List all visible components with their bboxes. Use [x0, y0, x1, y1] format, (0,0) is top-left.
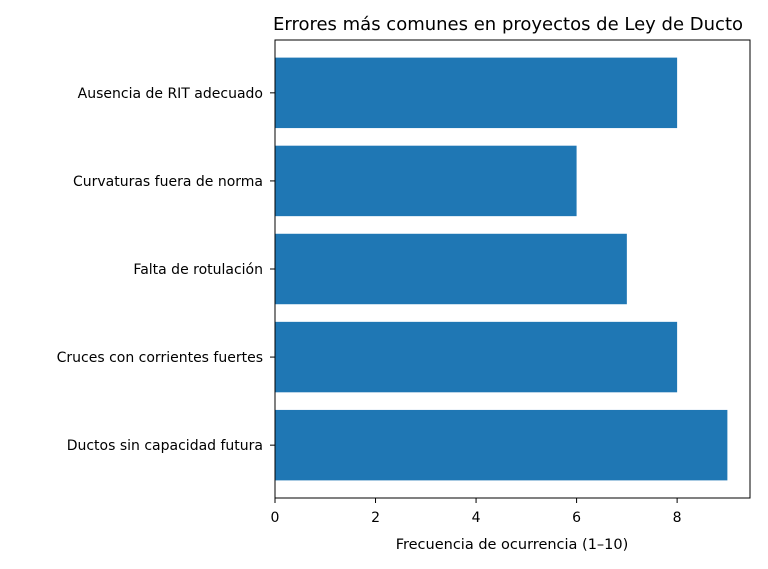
y-tick-label: Cruces con corrientes fuertes — [57, 350, 263, 366]
x-tick-label: 8 — [673, 510, 682, 526]
x-axis-label: Frecuencia de ocurrencia (1–10) — [396, 537, 629, 553]
bar — [275, 57, 678, 129]
bars-group — [275, 57, 728, 481]
x-tick-label: 6 — [572, 510, 581, 526]
bar — [275, 321, 678, 393]
chart-title: Errores más comunes en proyectos de Ley … — [273, 14, 743, 35]
plot-frame — [274, 39, 751, 499]
x-tick-label: 0 — [271, 510, 280, 526]
bar — [275, 233, 627, 305]
x-tick-label: 2 — [371, 510, 380, 526]
x-axis-ticks: 0 2 4 6 8 — [271, 498, 682, 526]
y-tick-label: Curvaturas fuera de norma — [73, 174, 263, 190]
y-tick-label: Ductos sin capacidad futura — [67, 438, 263, 454]
y-tick-label: Falta de rotulación — [133, 262, 263, 278]
x-tick-label: 4 — [472, 510, 481, 526]
y-axis-ticks: Ductos sin capacidad futura Cruces con co… — [57, 86, 275, 454]
bar — [275, 409, 728, 481]
bar — [275, 145, 577, 217]
y-tick-label: Ausencia de RIT adecuado — [78, 86, 263, 102]
